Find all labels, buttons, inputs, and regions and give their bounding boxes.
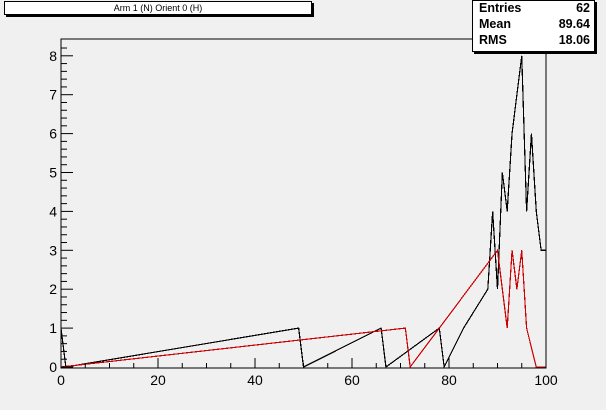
- plot-frame: [60, 38, 547, 369]
- stat-rms: RMS 18.06: [473, 33, 594, 49]
- x-tick-label: 20: [150, 372, 166, 388]
- stat-mean-label: Mean: [479, 17, 511, 31]
- plot-title: Arm 1 (N) Orient 0 (H): [113, 3, 203, 13]
- stat-rms-value: 18.06: [558, 33, 590, 47]
- stat-entries-label: Entries: [479, 1, 522, 15]
- stat-rms-label: RMS: [479, 33, 507, 47]
- y-tick-label: 6: [49, 126, 57, 142]
- y-tick-label: 5: [49, 165, 57, 181]
- y-tick-label: 1: [49, 320, 57, 336]
- stat-entries-value: 62: [576, 1, 590, 15]
- stat-entries: Entries 62: [473, 1, 594, 17]
- stat-mean-value: 89.64: [558, 17, 590, 31]
- y-tick-label: 3: [49, 242, 57, 258]
- y-tick-label: 8: [49, 48, 57, 64]
- x-tick-label: 0: [57, 372, 65, 388]
- title-box: Arm 1 (N) Orient 0 (H): [4, 1, 312, 15]
- y-tick-label: 4: [49, 203, 57, 219]
- y-tick-label: 2: [49, 281, 57, 297]
- x-tick-label: 100: [534, 372, 558, 388]
- x-tick-label: 80: [441, 372, 457, 388]
- y-tick-label: 7: [49, 87, 57, 103]
- axis-layer: 0 20 40 60 80 100 0 1 2 3 4 5 6 7 8: [49, 47, 558, 388]
- histogram-series-2: [60, 248, 546, 369]
- x-tick-label: 40: [247, 372, 263, 388]
- stats-box: Entries 62 Mean 89.64 RMS 18.06: [472, 0, 595, 52]
- y-tick-label: 0: [49, 359, 57, 375]
- series-layer: [60, 55, 546, 370]
- x-tick-label: 60: [344, 372, 360, 388]
- histogram-series-1: [60, 55, 546, 370]
- stat-mean: Mean 89.64: [473, 17, 594, 33]
